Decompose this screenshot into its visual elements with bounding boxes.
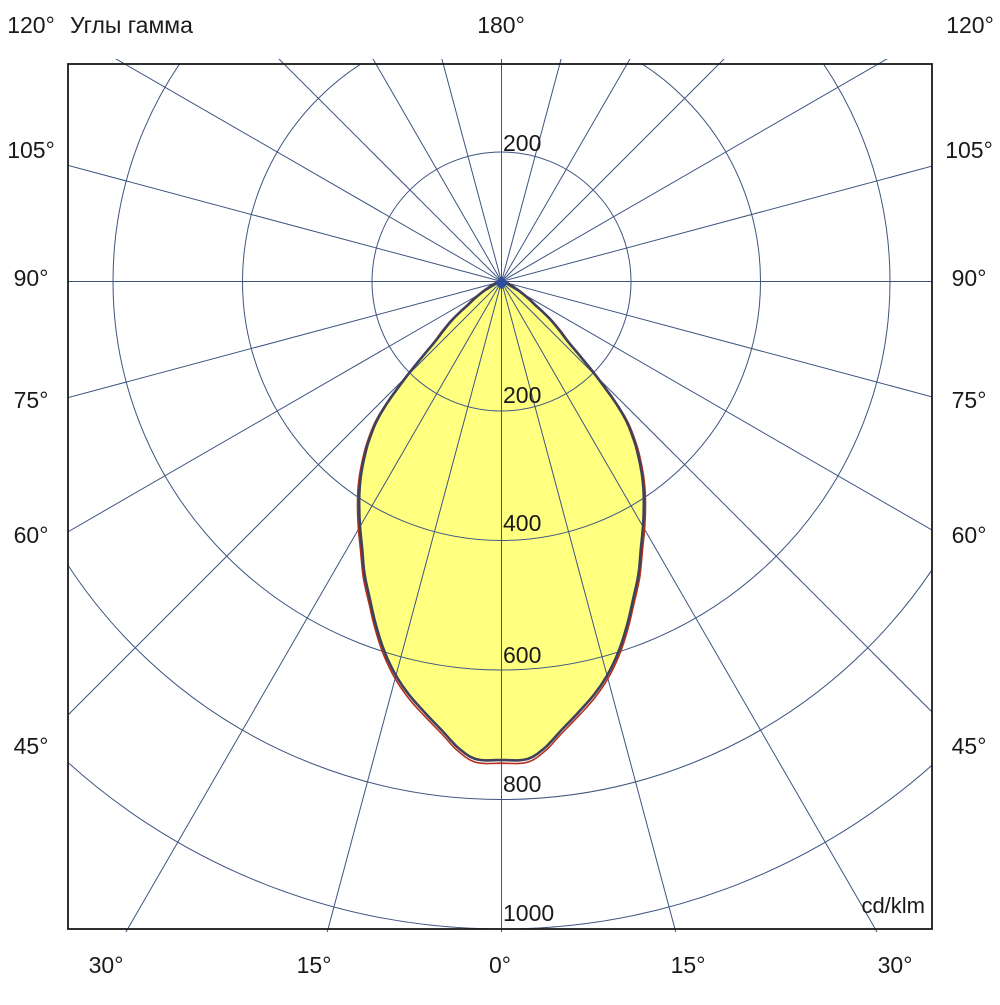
svg-text:45°: 45° — [14, 733, 49, 759]
svg-text:800: 800 — [503, 771, 541, 797]
svg-text:15°: 15° — [671, 952, 706, 978]
svg-text:30°: 30° — [878, 952, 913, 978]
svg-text:180°: 180° — [477, 12, 525, 38]
svg-text:120°: 120° — [7, 12, 55, 38]
svg-text:200: 200 — [503, 382, 541, 408]
svg-text:15°: 15° — [297, 952, 332, 978]
svg-text:600: 600 — [503, 642, 541, 668]
svg-text:75°: 75° — [14, 387, 49, 413]
svg-text:30°: 30° — [89, 952, 124, 978]
svg-text:Углы гамма: Углы гамма — [70, 12, 193, 38]
svg-text:120°: 120° — [946, 12, 994, 38]
svg-text:1000: 1000 — [503, 900, 554, 926]
svg-text:105°: 105° — [945, 137, 993, 163]
svg-text:45°: 45° — [952, 733, 987, 759]
svg-text:60°: 60° — [14, 522, 49, 548]
svg-text:105°: 105° — [7, 137, 55, 163]
svg-text:0°: 0° — [489, 952, 511, 978]
svg-text:200: 200 — [503, 130, 541, 156]
svg-text:90°: 90° — [14, 265, 49, 291]
svg-text:60°: 60° — [952, 522, 987, 548]
svg-text:75°: 75° — [952, 387, 987, 413]
svg-text:90°: 90° — [952, 265, 987, 291]
svg-text:cd/klm: cd/klm — [861, 893, 925, 918]
svg-text:400: 400 — [503, 510, 541, 536]
